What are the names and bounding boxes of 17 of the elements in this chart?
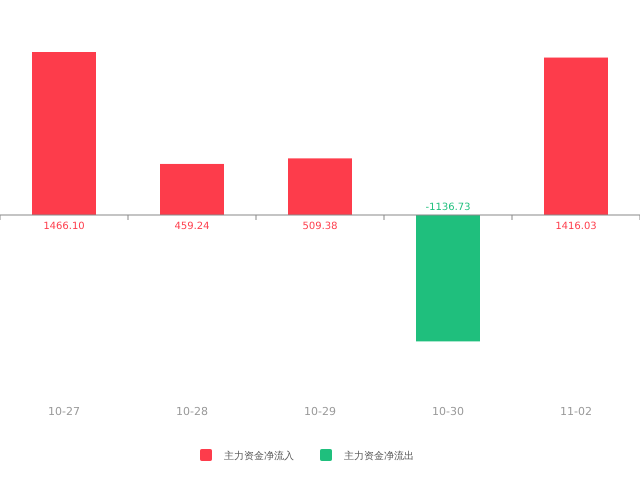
legend-label: 主力资金净流出 — [344, 450, 414, 462]
bar — [32, 52, 96, 215]
data-label: 1416.03 — [555, 221, 597, 232]
x-tick-label: 10-28 — [176, 405, 208, 418]
x-tick-label: 10-27 — [48, 405, 80, 418]
bar — [160, 164, 224, 215]
x-tick-label: 10-29 — [304, 405, 336, 418]
data-label: 459.24 — [174, 221, 210, 232]
bar — [416, 215, 480, 342]
bar — [288, 158, 352, 215]
x-tick-label: 10-30 — [432, 405, 464, 418]
x-tick-label: 11-02 — [560, 405, 592, 418]
data-label: -1136.73 — [426, 202, 470, 213]
legend-label: 主力资金净流入 — [224, 450, 294, 462]
data-label: 509.38 — [302, 221, 338, 232]
bar — [544, 58, 608, 215]
data-label: 1466.10 — [43, 221, 85, 232]
